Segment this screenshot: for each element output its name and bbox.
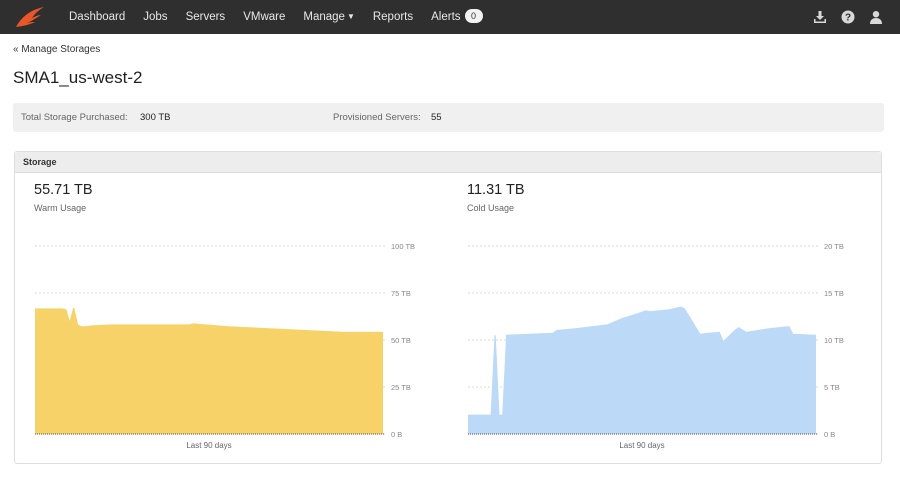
nav-jobs[interactable]: Jobs (134, 0, 176, 34)
y-tick-label: 0 B (391, 430, 402, 439)
help-button[interactable]: ? (834, 0, 862, 34)
warm-usage-value: 55.71 TB (34, 182, 93, 198)
nav-manage-dropdown[interactable]: Manage ▼ (294, 0, 363, 34)
nav-manage-label: Manage (303, 11, 345, 23)
nav-jobs-label: Jobs (143, 11, 168, 23)
help-icon: ? (841, 10, 855, 24)
area-series (35, 308, 383, 434)
storage-summary-bar: Total Storage Purchased: 300 TB Provisio… (13, 103, 884, 132)
x-axis-label: Last 90 days (619, 441, 664, 450)
svg-text:?: ? (845, 13, 851, 24)
nav-reports[interactable]: Reports (364, 0, 422, 34)
brand-logo[interactable] (0, 0, 60, 34)
nav-vmware-label: VMware (243, 11, 286, 23)
warm-usage-chart: 0 B 25 TB 50 TB 75 TB 100 TB Last 90 days (35, 242, 415, 450)
download-icon (814, 11, 826, 23)
warm-usage-label: Warm Usage (34, 203, 87, 213)
nav-alerts[interactable]: Alerts 0 (422, 0, 491, 34)
caret-down-icon: ▼ (346, 12, 355, 21)
area-series-outline (468, 306, 817, 416)
y-tick-label: 25 TB (391, 383, 411, 392)
y-tick-label: 50 TB (391, 336, 411, 345)
alerts-count-badge: 0 (464, 9, 483, 23)
nav-dashboard[interactable]: Dashboard (60, 0, 134, 34)
nav-reports-label: Reports (372, 11, 414, 23)
area-series-outline (35, 307, 383, 334)
breadcrumb-manage-storages[interactable]: « Manage Storages (13, 44, 101, 55)
nav-vmware[interactable]: VMware (234, 0, 294, 34)
total-storage-value: 300 TB (140, 112, 171, 123)
cold-usage-value: 11.31 TB (467, 182, 525, 198)
nav-dashboard-label: Dashboard (69, 11, 126, 23)
provisioned-servers-value: 55 (431, 112, 442, 123)
y-tick-label: 75 TB (391, 289, 411, 298)
cold-usage-label: Cold Usage (467, 203, 515, 213)
cold-usage-chart: 0 B 5 TB 10 TB 15 TB 20 TB Last 90 days (468, 242, 844, 450)
total-storage-label: Total Storage Purchased: (21, 112, 128, 123)
y-tick-label: 0 B (824, 430, 835, 439)
download-button[interactable] (806, 0, 834, 34)
top-navbar: Dashboard Jobs Servers VMware Manage ▼ Re… (0, 0, 900, 34)
nav-alerts-label: Alerts (431, 11, 461, 23)
y-tick-label: 20 TB (824, 242, 844, 251)
y-tick-label: 10 TB (824, 336, 844, 345)
user-menu-button[interactable] (862, 0, 890, 34)
logo-icon (16, 7, 44, 27)
nav-servers-label: Servers (185, 11, 226, 23)
y-tick-label: 15 TB (824, 289, 844, 298)
y-tick-label: 5 TB (824, 383, 840, 392)
page-title: SMA1_us-west-2 (13, 68, 143, 87)
storage-panel: Storage 55.71 TB Warm Usage 11.31 TB Col… (14, 151, 882, 464)
nav-servers[interactable]: Servers (177, 0, 235, 34)
storage-panel-title: Storage (15, 152, 881, 173)
x-axis-label: Last 90 days (186, 441, 231, 450)
provisioned-servers-label: Provisioned Servers: (333, 112, 421, 123)
y-tick-label: 100 TB (391, 242, 415, 251)
user-icon (870, 11, 882, 24)
area-series (468, 307, 816, 434)
